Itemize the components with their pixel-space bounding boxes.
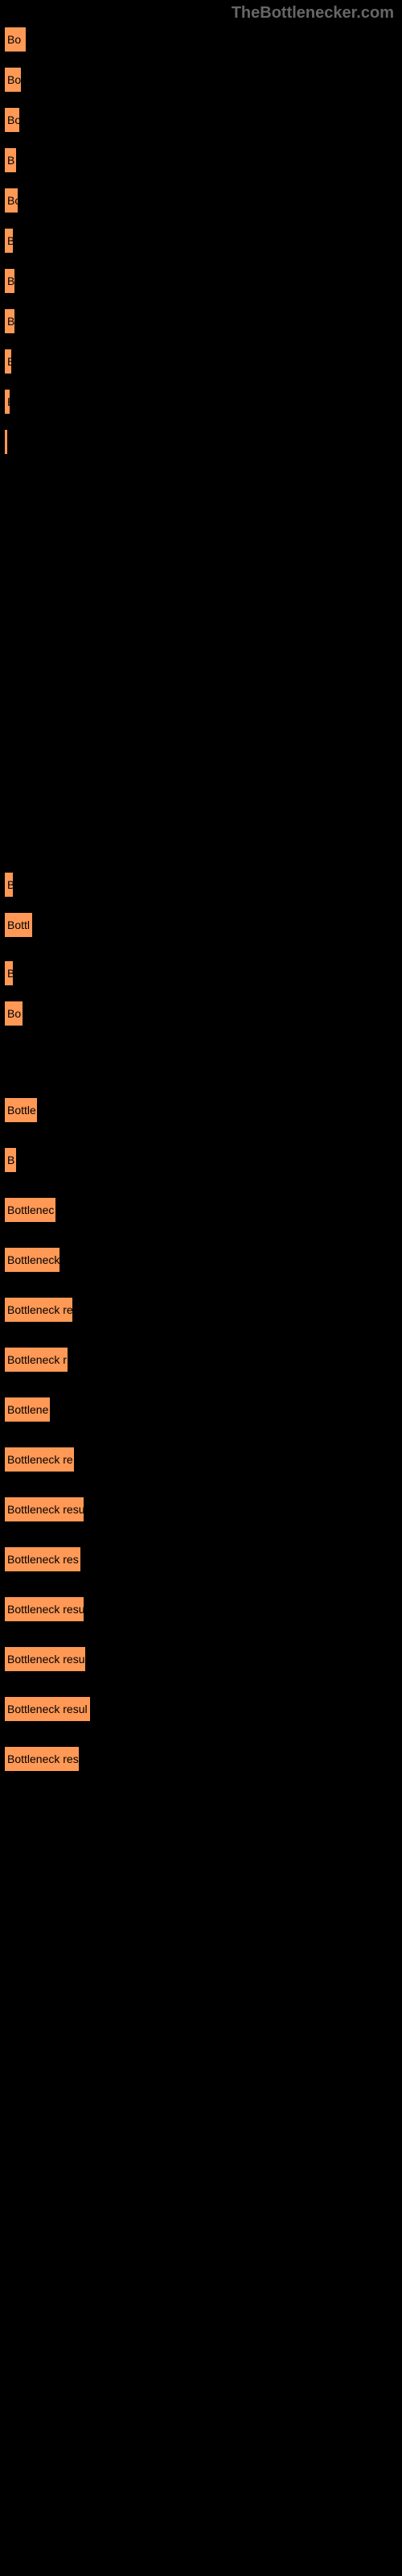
chart-container: TheBottlenecker.com BoBoBoBBoBBBBB BBott… [0, 0, 402, 1772]
bar-item: B [4, 960, 14, 986]
bar-item: B [4, 147, 17, 173]
bar-item: B [4, 268, 15, 294]
bars-group-3: Bottle B Bottlenec Bottleneck Bottleneck re B… [4, 1097, 402, 1772]
gap-1 [0, 469, 402, 872]
bar-item: Bottleneck resu [4, 1646, 86, 1672]
bar-item: Bottleneck re [4, 1297, 73, 1323]
bar-item: B [4, 872, 14, 898]
bar-item [4, 429, 8, 455]
bar-item: Bottleneck resul [4, 1696, 91, 1722]
watermark-text: TheBottlenecker.com [232, 4, 394, 22]
gap-2 [0, 1041, 402, 1097]
bar-item: Bottleneck res [4, 1546, 81, 1572]
bar-item: Bo [4, 1001, 23, 1026]
bar-item: Bottleneck resu [4, 1596, 84, 1622]
bar-item: Bottleneck re [4, 1447, 75, 1472]
bar-item: B [4, 1147, 17, 1173]
bar-item: Bottleneck r [4, 1347, 68, 1373]
bar-item: Bo [4, 67, 22, 93]
bar-item: Bo [4, 188, 18, 213]
bar-item: Bottl [4, 912, 33, 938]
bar-item: Bottle [4, 1097, 38, 1123]
header-watermark: TheBottlenecker.com [0, 0, 402, 27]
bar-item: Bo [4, 107, 20, 133]
bar-item: Bottleneck res [4, 1746, 80, 1772]
bar-item: Bottleneck [4, 1247, 60, 1273]
bar-item: Bo [4, 27, 27, 52]
bars-group-1: BoBoBoBBoBBBBB [4, 27, 402, 455]
bar-item: Bottlenec [4, 1197, 56, 1223]
bars-group-2: B Bottl B Bo [4, 872, 402, 1026]
bar-item: Bottleneck resu [4, 1496, 84, 1522]
bar-item: B [4, 308, 15, 334]
bar-item: B [4, 389, 10, 415]
bar-item: B [4, 349, 12, 374]
bar-item: B [4, 228, 14, 254]
bar-item: Bottlene [4, 1397, 51, 1422]
